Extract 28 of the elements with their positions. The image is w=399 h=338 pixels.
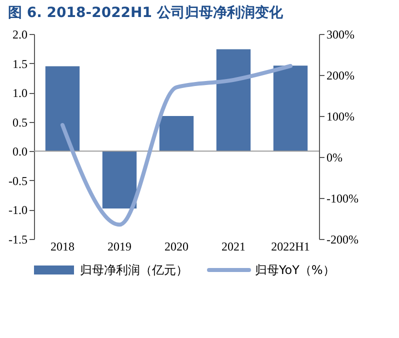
bar <box>216 49 251 152</box>
y-tick-label: -1.0 <box>8 203 28 218</box>
line-series <box>60 64 292 227</box>
y-tick-label: -0.5 <box>8 174 28 188</box>
y-tick-label: 1.5 <box>12 56 28 71</box>
y2-tick-label: 100% <box>326 110 354 124</box>
x-tick-label: 2022H1 <box>271 240 310 254</box>
bar <box>102 151 137 209</box>
bar <box>273 66 308 152</box>
x-tick-label: 2018 <box>50 240 74 254</box>
y2-tick-label: -100% <box>326 192 358 206</box>
bar <box>45 66 80 152</box>
y-tick-label: 0.5 <box>12 115 28 130</box>
x-tick-label: 2021 <box>222 240 246 254</box>
y2-tick-label: 0% <box>326 150 342 164</box>
x-tick-label: 2020 <box>164 240 188 254</box>
y2-tick-label: 300% <box>326 28 354 42</box>
x-tick-label: 2019 <box>108 240 132 254</box>
legend-label: 归母净利润（亿元） <box>80 263 188 277</box>
y-tick-label: 2.0 <box>12 28 28 42</box>
legend-label: 归母YoY（%） <box>255 263 335 277</box>
y-tick-label: 0.0 <box>12 144 28 159</box>
chart-title: 图 6. 2018-2022H1 公司归母净利润变化 <box>8 4 284 21</box>
y2-tick-label: 200% <box>326 68 354 82</box>
bar <box>159 116 194 152</box>
y-tick-label: 1.0 <box>12 86 28 100</box>
y-tick-label: -1.5 <box>8 232 28 246</box>
y2-tick-label: -200% <box>326 232 358 246</box>
